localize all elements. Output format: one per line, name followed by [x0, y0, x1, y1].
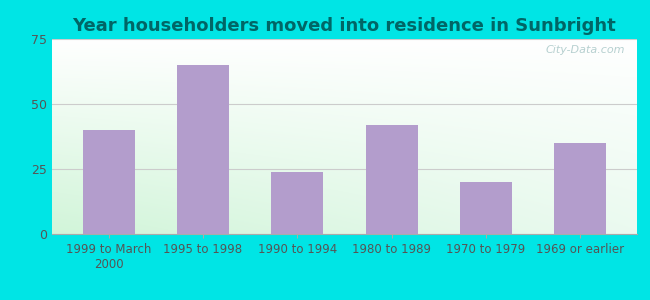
Bar [177, 65, 229, 234]
Text: City-Data.com: City-Data.com [546, 45, 625, 55]
Bar [460, 182, 512, 234]
Title: Year householders moved into residence in Sunbright: Year householders moved into residence i… [73, 17, 616, 35]
Bar [366, 125, 418, 234]
Bar [83, 130, 135, 234]
Bar [554, 143, 606, 234]
Bar [272, 172, 323, 234]
